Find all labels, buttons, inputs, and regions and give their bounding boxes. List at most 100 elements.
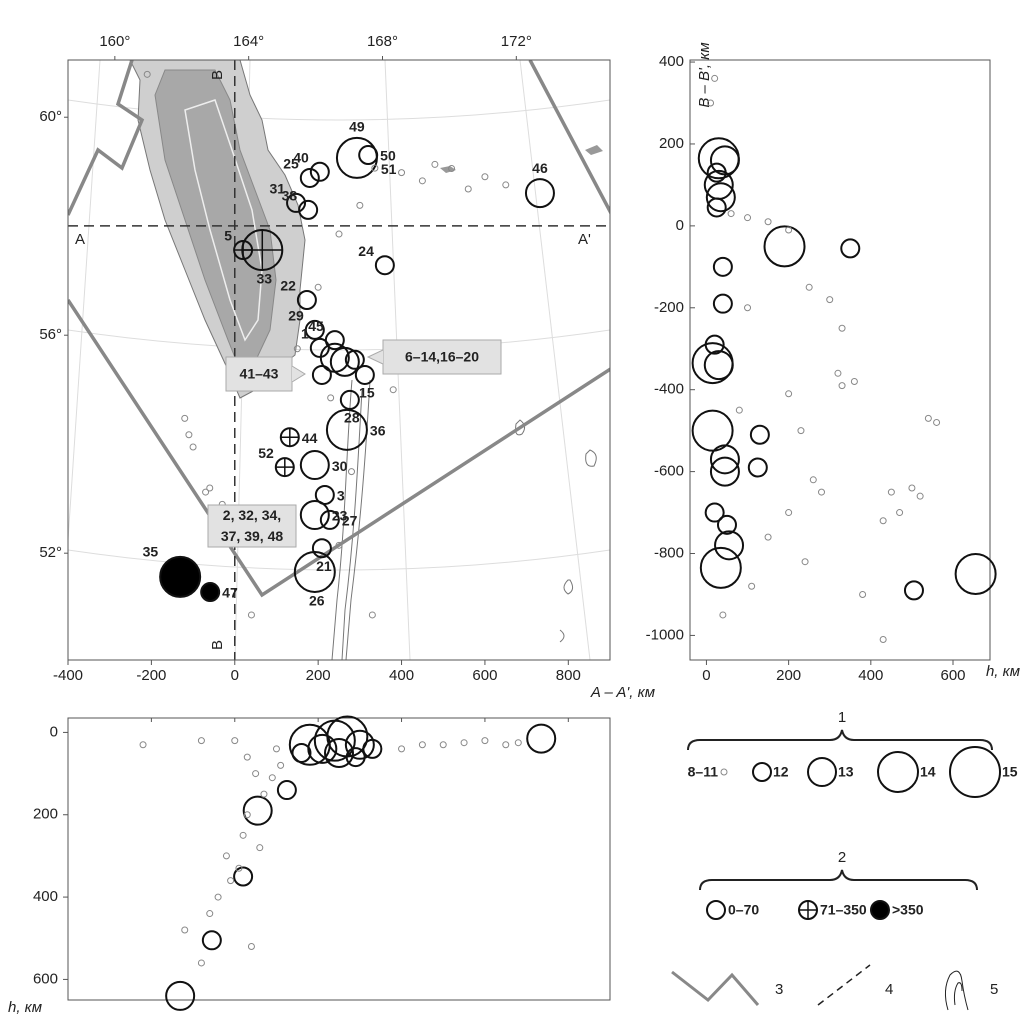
- quake-circle: [325, 408, 368, 451]
- quake-circle: [763, 225, 806, 268]
- quake-circle: [704, 502, 725, 523]
- quake-circle: [314, 283, 322, 291]
- quake: [838, 382, 846, 390]
- quake: [709, 444, 740, 475]
- quake-circle: [189, 443, 197, 451]
- quake-circle: [247, 611, 255, 619]
- quake-circle: [277, 761, 285, 769]
- quake-circle: [299, 450, 330, 481]
- legend-contour-symbol: [944, 970, 969, 1011]
- event-label: 26: [309, 593, 325, 609]
- axis-label: A – A', км: [590, 684, 655, 701]
- quake: [181, 414, 189, 422]
- quake-circle: [908, 484, 916, 492]
- quake: [706, 197, 727, 218]
- quake-circle: [197, 737, 205, 745]
- quake-circle: [181, 926, 189, 934]
- quake: [924, 414, 932, 422]
- quake: [231, 737, 239, 745]
- quake-circle: [838, 382, 846, 390]
- legend-label: 71–350: [820, 902, 867, 918]
- x-tick-label: 600: [472, 667, 497, 684]
- quake: [185, 431, 193, 439]
- section-aa: [139, 715, 557, 1011]
- quake: [785, 509, 793, 517]
- quake-circle: [389, 386, 397, 394]
- quake: [311, 364, 332, 385]
- quake-circle: [924, 414, 932, 422]
- quake: [439, 741, 447, 749]
- legend-boundary-symbol: [671, 970, 760, 1006]
- quake: [749, 424, 770, 445]
- quake: [279, 427, 300, 448]
- quake-circle: [354, 364, 375, 385]
- quake-circle: [735, 406, 743, 414]
- quake: [752, 762, 772, 782]
- quake: [159, 555, 202, 598]
- quake: [293, 550, 336, 593]
- quake-circle: [348, 468, 356, 476]
- x-tick-label: 400: [389, 667, 414, 684]
- quake: [286, 192, 307, 213]
- callout-box: [225, 356, 293, 392]
- quake-circle: [324, 737, 354, 768]
- quake: [299, 500, 330, 531]
- quake: [256, 844, 264, 852]
- quake: [235, 864, 243, 872]
- quake-circle: [859, 590, 867, 598]
- quake: [706, 900, 726, 920]
- quake-circle: [206, 484, 214, 492]
- quake-circle: [344, 729, 375, 760]
- quake: [181, 926, 189, 934]
- quake: [727, 210, 735, 218]
- quake-circle: [293, 550, 336, 593]
- quake: [335, 230, 343, 238]
- quake-circle: [714, 530, 745, 561]
- event-label: 52: [258, 445, 274, 461]
- quake-circle: [298, 199, 319, 220]
- quake-circle: [222, 852, 230, 860]
- y-tick-label: 400: [659, 53, 684, 70]
- quake-circle: [896, 509, 904, 517]
- section-label: A': [578, 231, 591, 248]
- section-bb: [691, 74, 997, 644]
- quake-circle: [197, 959, 205, 967]
- quake-circle: [460, 739, 468, 747]
- x-tick-label: 0: [231, 667, 239, 684]
- y-tick-label: -600: [654, 463, 684, 480]
- quake-circle: [703, 350, 734, 381]
- quake: [747, 457, 768, 478]
- quake: [764, 218, 772, 226]
- quake: [252, 770, 260, 778]
- callout-text: 37, 39, 48: [221, 528, 283, 544]
- quake-circle: [749, 424, 770, 445]
- quake-circle: [524, 178, 555, 209]
- quake-circle: [916, 492, 924, 500]
- axis-label: B – B', км: [696, 42, 713, 107]
- quake: [247, 942, 255, 950]
- quake-circle: [840, 238, 861, 259]
- quake-circle: [398, 745, 406, 753]
- y-tick-label: 400: [33, 888, 58, 905]
- quake: [307, 733, 338, 764]
- quake-circle: [877, 751, 919, 793]
- quake-circle: [879, 636, 887, 644]
- zone-boundary: [528, 60, 610, 215]
- quake: [785, 226, 793, 234]
- event-label: 30: [332, 458, 348, 474]
- quake-circle: [201, 930, 222, 951]
- quake-circle: [481, 173, 489, 181]
- quake-circle: [235, 864, 243, 872]
- quake-circle: [276, 780, 297, 801]
- quake-circle: [704, 334, 725, 355]
- quake: [165, 980, 196, 1011]
- quake: [309, 161, 330, 182]
- quake-circle: [826, 296, 834, 304]
- section-label: B: [209, 640, 226, 650]
- legend-number: 5: [990, 981, 998, 998]
- quake-circle: [699, 546, 742, 589]
- quake: [709, 456, 740, 487]
- quake: [311, 538, 332, 559]
- quake-circle: [719, 611, 727, 619]
- event-label: 44: [302, 430, 318, 446]
